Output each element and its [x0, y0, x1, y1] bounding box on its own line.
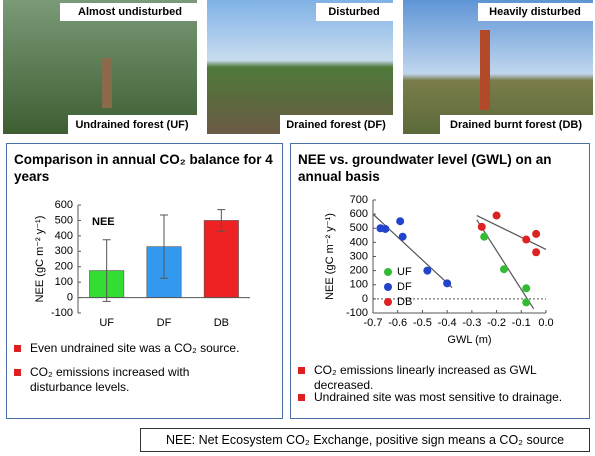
y-tick-label: 400 [55, 230, 73, 242]
bullet: Undrained site was most sensitive to dra… [298, 390, 584, 405]
x-tick-label: -0.1 [512, 317, 531, 329]
legend-label: UF [397, 266, 412, 278]
bullet: CO₂ emissions linearly increased as GWL … [298, 363, 584, 393]
y-tick-label: 600 [350, 208, 368, 220]
x-tick-label: -0.2 [487, 317, 506, 329]
y-tick-label: 500 [350, 222, 368, 234]
legend-marker [384, 268, 392, 276]
y-tick-label: 600 [55, 199, 73, 211]
y-axis-label: NEE (gC m⁻² y⁻¹) [34, 216, 46, 303]
point [532, 229, 541, 238]
point [381, 224, 390, 233]
point [492, 211, 501, 220]
x-tick-label: DB [214, 317, 229, 329]
y-tick-label: 200 [55, 261, 73, 273]
point [499, 265, 508, 274]
photo-caption: Undrained forest (UF) [75, 119, 188, 131]
y-tick-label: 0 [67, 291, 73, 303]
point [423, 266, 432, 275]
point [522, 298, 531, 307]
point [532, 248, 541, 257]
x-tick-label: -0.3 [462, 317, 481, 329]
y-tick-label: 0 [362, 293, 368, 305]
trend-line [476, 214, 547, 250]
bullet: CO₂ emissions increased with disturbance… [14, 365, 250, 395]
bullet: Even undrained site was a CO₂ source. [14, 341, 292, 356]
y-tick-label: 700 [350, 194, 368, 206]
panel [6, 143, 283, 419]
y-tick-label: 100 [55, 276, 73, 288]
x-tick-label: -0.4 [438, 317, 457, 329]
x-tick-label: 0.0 [538, 317, 553, 329]
photo-caption: Drained burnt forest (DB) [450, 119, 582, 131]
y-tick-label: 400 [350, 236, 368, 248]
y-tick-label: 100 [350, 279, 368, 291]
point [396, 217, 405, 226]
y-tick-label: 500 [55, 214, 73, 226]
x-tick-label: -0.5 [413, 317, 432, 329]
point [443, 279, 452, 288]
y-tick-label: 300 [55, 245, 73, 257]
panel-title: NEE vs. groundwater level (GWL) on an an… [298, 152, 552, 184]
point [522, 235, 531, 244]
legend-marker [384, 298, 392, 306]
error-bar [160, 214, 168, 279]
photo-caption: Almost undisturbed [78, 6, 182, 18]
point [477, 222, 486, 231]
point [480, 232, 489, 241]
tower [480, 30, 490, 110]
photo-caption: Disturbed [328, 6, 379, 18]
footnote: NEE: Net Ecosystem CO₂ Exchange, positiv… [140, 428, 590, 452]
photo-caption: Heavily disturbed [489, 6, 581, 18]
chart-label: NEE [92, 216, 115, 228]
y-tick-label: 200 [350, 265, 368, 277]
x-tick-label: DF [157, 317, 172, 329]
x-tick-label: UF [99, 317, 114, 329]
point [398, 232, 407, 241]
x-tick-label: -0.7 [364, 317, 383, 329]
legend-label: DB [397, 296, 412, 308]
legend-marker [384, 283, 392, 291]
error-bar [217, 209, 226, 232]
photo-caption: Drained forest (DF) [286, 119, 386, 131]
photo [403, 0, 593, 134]
tower [102, 58, 112, 108]
photo [207, 0, 393, 134]
photo [3, 0, 197, 134]
legend-label: DF [397, 281, 412, 293]
y-axis-label: NEE (gC m⁻² y⁻¹) [324, 213, 336, 300]
x-tick-label: -0.6 [388, 317, 407, 329]
panel [290, 143, 590, 419]
x-axis-label: GWL (m) [447, 334, 491, 346]
point [522, 284, 531, 293]
y-tick-label: 300 [350, 250, 368, 262]
y-tick-label: -100 [346, 307, 368, 319]
y-tick-label: -100 [51, 307, 73, 319]
error-bar [102, 239, 111, 302]
panel-title: Comparison in annual CO₂ balance for 4 y… [14, 152, 273, 184]
